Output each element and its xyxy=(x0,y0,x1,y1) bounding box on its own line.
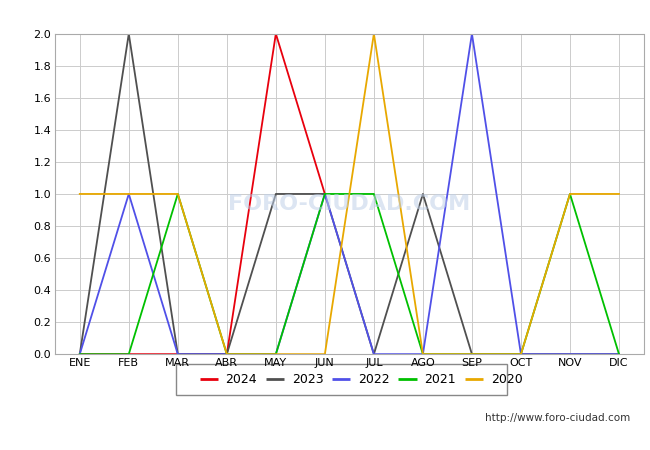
Text: FORO-CIUDAD.COM: FORO-CIUDAD.COM xyxy=(228,194,471,214)
Text: http://www.foro-ciudad.com: http://www.foro-ciudad.com xyxy=(486,414,630,423)
FancyBboxPatch shape xyxy=(176,364,507,395)
Text: 2020: 2020 xyxy=(491,373,523,386)
Text: 2024: 2024 xyxy=(226,373,257,386)
Text: 2023: 2023 xyxy=(292,373,324,386)
Text: 2022: 2022 xyxy=(358,373,390,386)
Text: Matriculaciones de Vehiculos en Palacios de Goda: Matriculaciones de Vehiculos en Palacios… xyxy=(118,8,532,26)
Text: 2021: 2021 xyxy=(424,373,456,386)
